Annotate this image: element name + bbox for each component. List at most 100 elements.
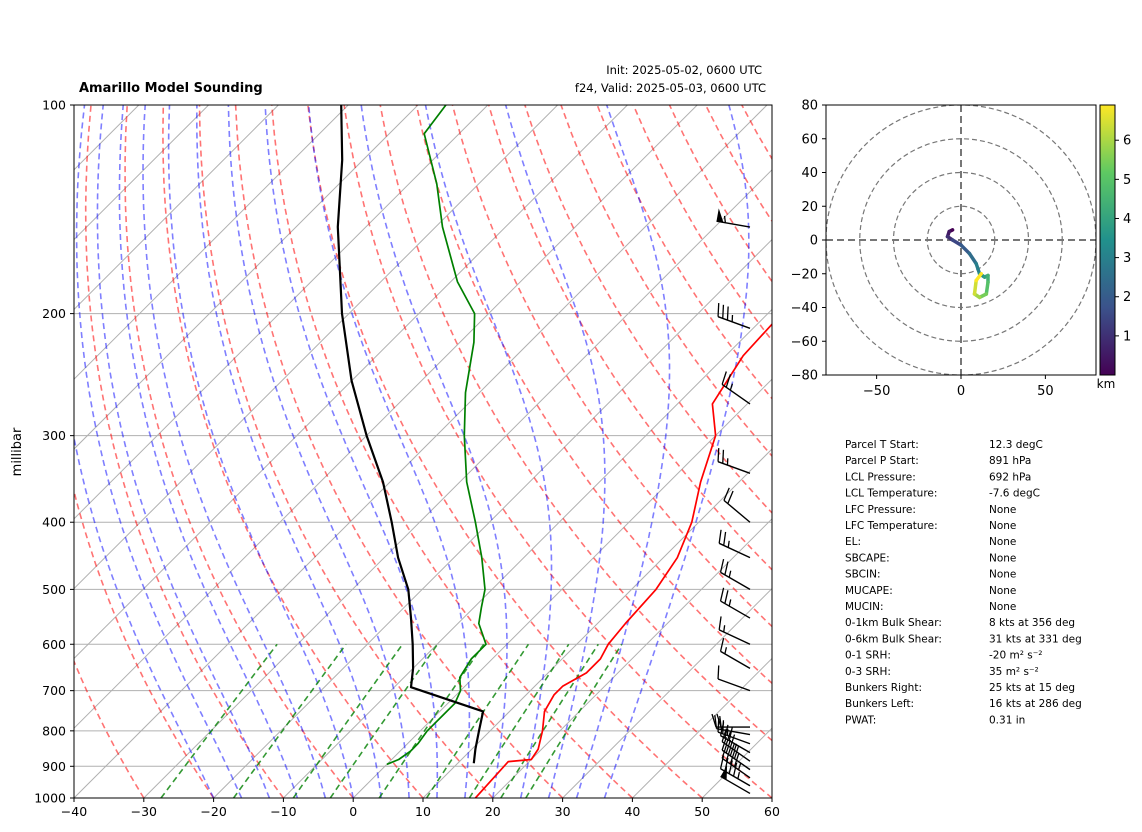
dry-adiabat [850,105,1142,798]
wind-barb [717,303,751,329]
moist-adiabat [142,105,327,798]
valid-label: f24, Valid: 2025-05-03, 0600 UTC [575,81,766,95]
moist-adiabat [96,105,271,798]
colorbar-tick-label: 4 [1123,212,1131,227]
mixing-ratio-line [378,643,485,798]
isotherm-line [562,587,772,798]
parameter-value: 31 kts at 331 deg [989,633,1082,645]
parameter-value: None [989,520,1016,532]
colorbar-tick-label: 5 [1123,173,1131,188]
hodograph-segment [984,280,990,296]
wind-barb [717,665,751,692]
parameter-label: Parcel P Start: [845,455,919,467]
wind-barb [719,637,751,669]
isotherm-line [143,169,772,798]
isotherm-line [352,378,772,798]
parameter-value: 692 hPa [989,471,1031,483]
dry-adiabat [524,105,772,515]
y-tick-label: 1000 [34,791,66,806]
wind-barb-staff [718,542,751,559]
hodograph-segment [972,278,978,296]
y-tick-label: 800 [42,723,66,738]
parameter-label: MUCAPE: [845,585,893,597]
parcel-profile [336,105,485,764]
hodo-y-tick-label: −60 [791,335,818,350]
parameter-value: 891 hPa [989,455,1031,467]
dry-adiabat [307,105,703,798]
x-tick-label: 10 [415,804,431,819]
wind-barb [717,448,751,474]
hodo-x-tick-label: −50 [863,384,890,399]
hodo-y-tick-label: −20 [791,267,818,282]
moist-adiabat [227,105,410,798]
parameter-value: None [989,552,1016,564]
y-axis-label: millibar [10,427,25,476]
wind-barb-staff [720,571,751,590]
wind-barb [718,616,751,645]
wind-barb-full [717,665,720,680]
isotherm-line [74,105,209,241]
moist-adiabat [75,105,243,798]
wind-barb-staff [720,650,751,669]
wind-barb-staff [721,383,751,405]
wind-barb [723,487,751,523]
wind-barb-full [717,303,720,317]
wind-barb-staff [720,735,751,754]
wind-barb [711,713,750,728]
parameter-value: 35 m² s⁻² [989,666,1039,678]
dry-adiabat [451,105,772,628]
wind-barb-full [719,637,725,652]
colorbar-tick-label: 6 [1123,134,1131,149]
skewt-frame [73,104,773,799]
wind-barb-full [716,713,722,728]
y-tick-label: 200 [42,306,66,321]
parameter-value: 12.3 degC [989,439,1043,451]
parameter-label: 0-1km Bulk Shear: [845,617,942,629]
colorbar-tick-label: 1 [1123,329,1131,344]
dry-adiabat [271,105,633,798]
hodo-y-tick-label: −40 [791,301,818,316]
x-tick-label: 50 [694,804,710,819]
mixing-ratio-line [329,643,439,798]
y-tick-label: 700 [42,683,66,698]
dry-adiabat [415,105,772,685]
colorbar [1099,104,1116,376]
isotherm-line [771,797,772,798]
wind-barb-full [732,762,738,777]
x-tick-label: −40 [61,804,87,819]
wind-barb [716,208,751,228]
hodograph-rings [826,105,1096,375]
wind-barb-half [728,570,732,578]
parameter-label: 0-6km Bulk Shear: [845,633,942,645]
wind-barb-staff [721,757,751,779]
hodograph-segment [967,251,978,266]
wind-barb-staff [717,316,751,329]
colorbar-tick-label: 2 [1123,290,1131,305]
wind-barb [718,529,751,559]
parameter-value: None [989,536,1016,548]
dry-adiabat [74,487,215,798]
wind-barb-full [722,304,725,319]
wind-barb-full [725,374,732,388]
hodograph-segment [974,261,982,276]
dry-adiabat [124,105,354,798]
dry-adiabat [560,105,772,458]
hodo-y-tick-label: 60 [801,132,818,147]
wind-barb-half [737,771,741,779]
wind-barb-staff [718,629,751,645]
moist-adiabat [575,105,671,798]
hodo-y-tick-label: 80 [801,99,818,114]
parameter-label: LFC Temperature: [845,520,938,532]
parameter-value: 0.31 in [989,714,1025,726]
isotherm-line [74,105,349,380]
moist-adiabat [307,105,471,798]
dry-adiabat [596,105,772,400]
wind-barb [719,558,751,590]
y-tick-label: 100 [42,98,66,113]
parameter-label: SBCAPE: [845,552,890,564]
wind-barb-half [729,383,734,391]
mixing-ratio-line [232,643,347,798]
isotherm-line [632,657,772,798]
y-tick-label: 400 [42,515,66,530]
wind-barb-full [726,306,729,321]
